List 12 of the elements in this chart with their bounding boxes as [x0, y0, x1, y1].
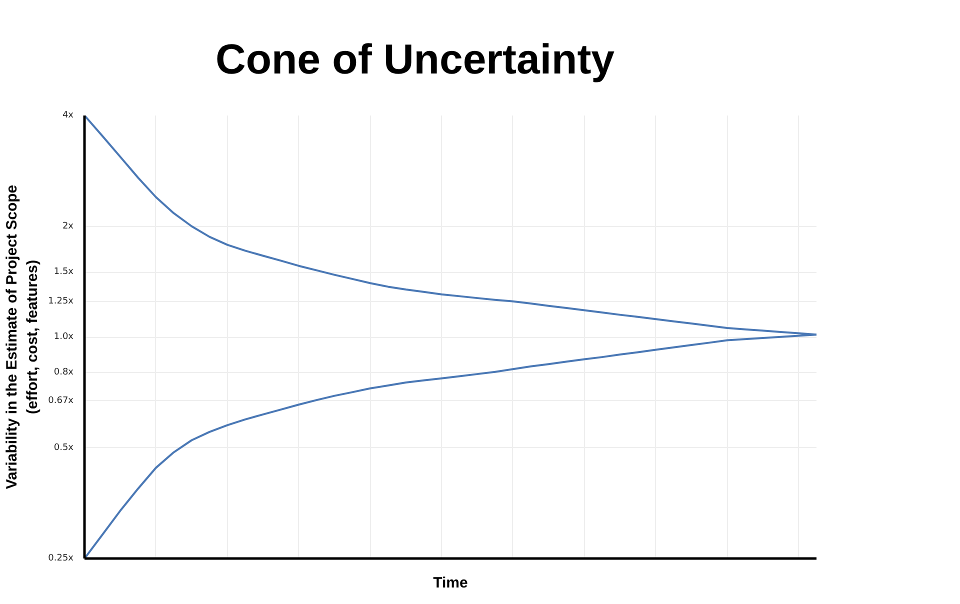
y-tick-label: 0.25x	[48, 554, 74, 564]
y-tick-label: 1.0x	[54, 332, 74, 342]
y-axis-title: Variability in the Estimate of Project Scope (effort, cost, features)	[4, 184, 42, 490]
y-tick-label: 0.67x	[48, 396, 74, 406]
chart-title: Cone of Uncertainty	[216, 36, 616, 82]
y-tick-label: 2x	[62, 221, 74, 232]
y-tick-label: 1.5x	[54, 267, 74, 278]
y-tick-label: 0.5x	[54, 442, 74, 453]
y-tick-label: 0.8x	[54, 368, 74, 378]
y-tick-label: 4x	[62, 110, 74, 120]
x-axis-title: Time	[433, 574, 468, 592]
y-tick-label: 1.25x	[48, 296, 74, 306]
